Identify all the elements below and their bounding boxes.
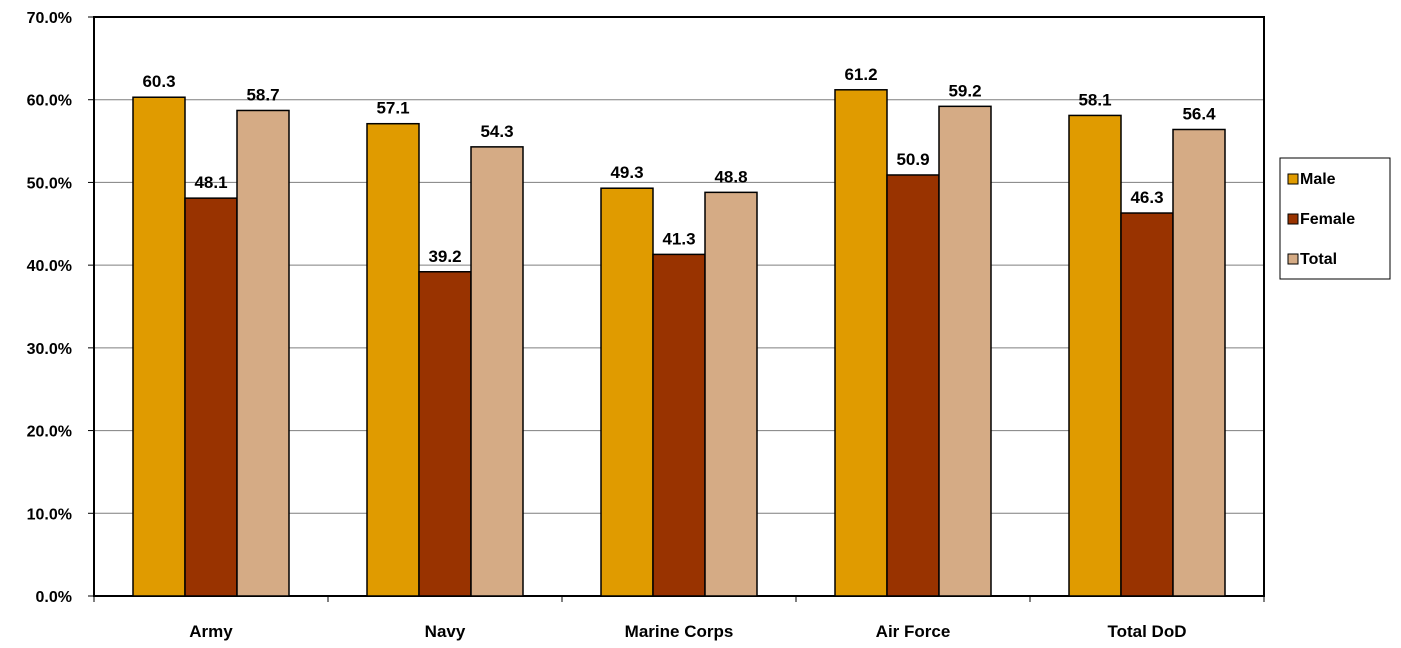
- legend-swatch: [1287, 213, 1299, 225]
- data-label: 56.4: [1182, 104, 1216, 123]
- data-label: 49.3: [610, 163, 643, 182]
- y-tick-label: 50.0%: [27, 175, 72, 192]
- bar-total: [470, 146, 524, 597]
- x-axis: Army Navy Marine Corps Air Force Total DoD: [93, 596, 1265, 641]
- data-label: 50.9: [896, 150, 929, 169]
- x-tick-label: Total DoD: [1107, 622, 1186, 641]
- legend-swatch: [1287, 173, 1299, 185]
- legend: Male Female Total: [1279, 157, 1391, 280]
- data-label: 61.2: [844, 65, 877, 84]
- legend-label: Total: [1300, 251, 1337, 268]
- legend-label: Male: [1300, 171, 1336, 188]
- y-tick-label: 30.0%: [27, 341, 72, 358]
- data-label: 48.8: [714, 167, 747, 186]
- bar-total: [236, 109, 290, 597]
- legend-label: Female: [1300, 211, 1355, 228]
- y-tick-label: 0.0%: [36, 589, 72, 606]
- data-label: 41.3: [662, 229, 695, 248]
- bars: [132, 89, 1226, 597]
- data-label: 59.2: [948, 81, 981, 100]
- bar-total: [704, 191, 758, 597]
- bar-female: [184, 197, 238, 597]
- bar-male: [600, 187, 654, 597]
- bar-female: [1120, 212, 1174, 597]
- data-label: 57.1: [376, 99, 409, 118]
- bar-male: [1068, 114, 1122, 597]
- data-label: 54.3: [480, 122, 513, 141]
- data-labels: 60.3 48.1 58.7 57.1 39.2 54.3 49.3 41.3 48.8 61.2…: [142, 65, 1216, 266]
- y-tick-label: 40.0%: [27, 258, 72, 275]
- bar-male: [366, 122, 420, 597]
- x-tick-label: Air Force: [876, 622, 951, 641]
- x-tick-label: Army: [189, 622, 233, 641]
- data-label: 39.2: [428, 247, 461, 266]
- bar-total: [1172, 128, 1226, 597]
- data-label: 48.1: [194, 173, 227, 192]
- data-label: 58.7: [246, 85, 279, 104]
- bar-female: [418, 271, 472, 597]
- x-tick-label: Marine Corps: [625, 622, 734, 641]
- data-label: 58.1: [1078, 90, 1111, 109]
- y-tick-label: 70.0%: [27, 10, 72, 27]
- legend-swatch: [1287, 253, 1299, 265]
- bar-male: [132, 96, 186, 597]
- y-tick-label: 10.0%: [27, 506, 72, 523]
- bar-female: [652, 253, 706, 597]
- data-label: 46.3: [1130, 188, 1163, 207]
- y-axis: 0.0% 10.0% 20.0% 30.0% 40.0% 50.0% 60.0% 70.0%: [27, 10, 94, 606]
- data-label: 60.3: [142, 72, 175, 91]
- bar-total: [938, 105, 992, 597]
- bar-male: [834, 89, 888, 597]
- bar-female: [886, 174, 940, 597]
- x-tick-label: Navy: [425, 622, 466, 641]
- y-tick-label: 20.0%: [27, 424, 72, 441]
- y-tick-label: 60.0%: [27, 93, 72, 110]
